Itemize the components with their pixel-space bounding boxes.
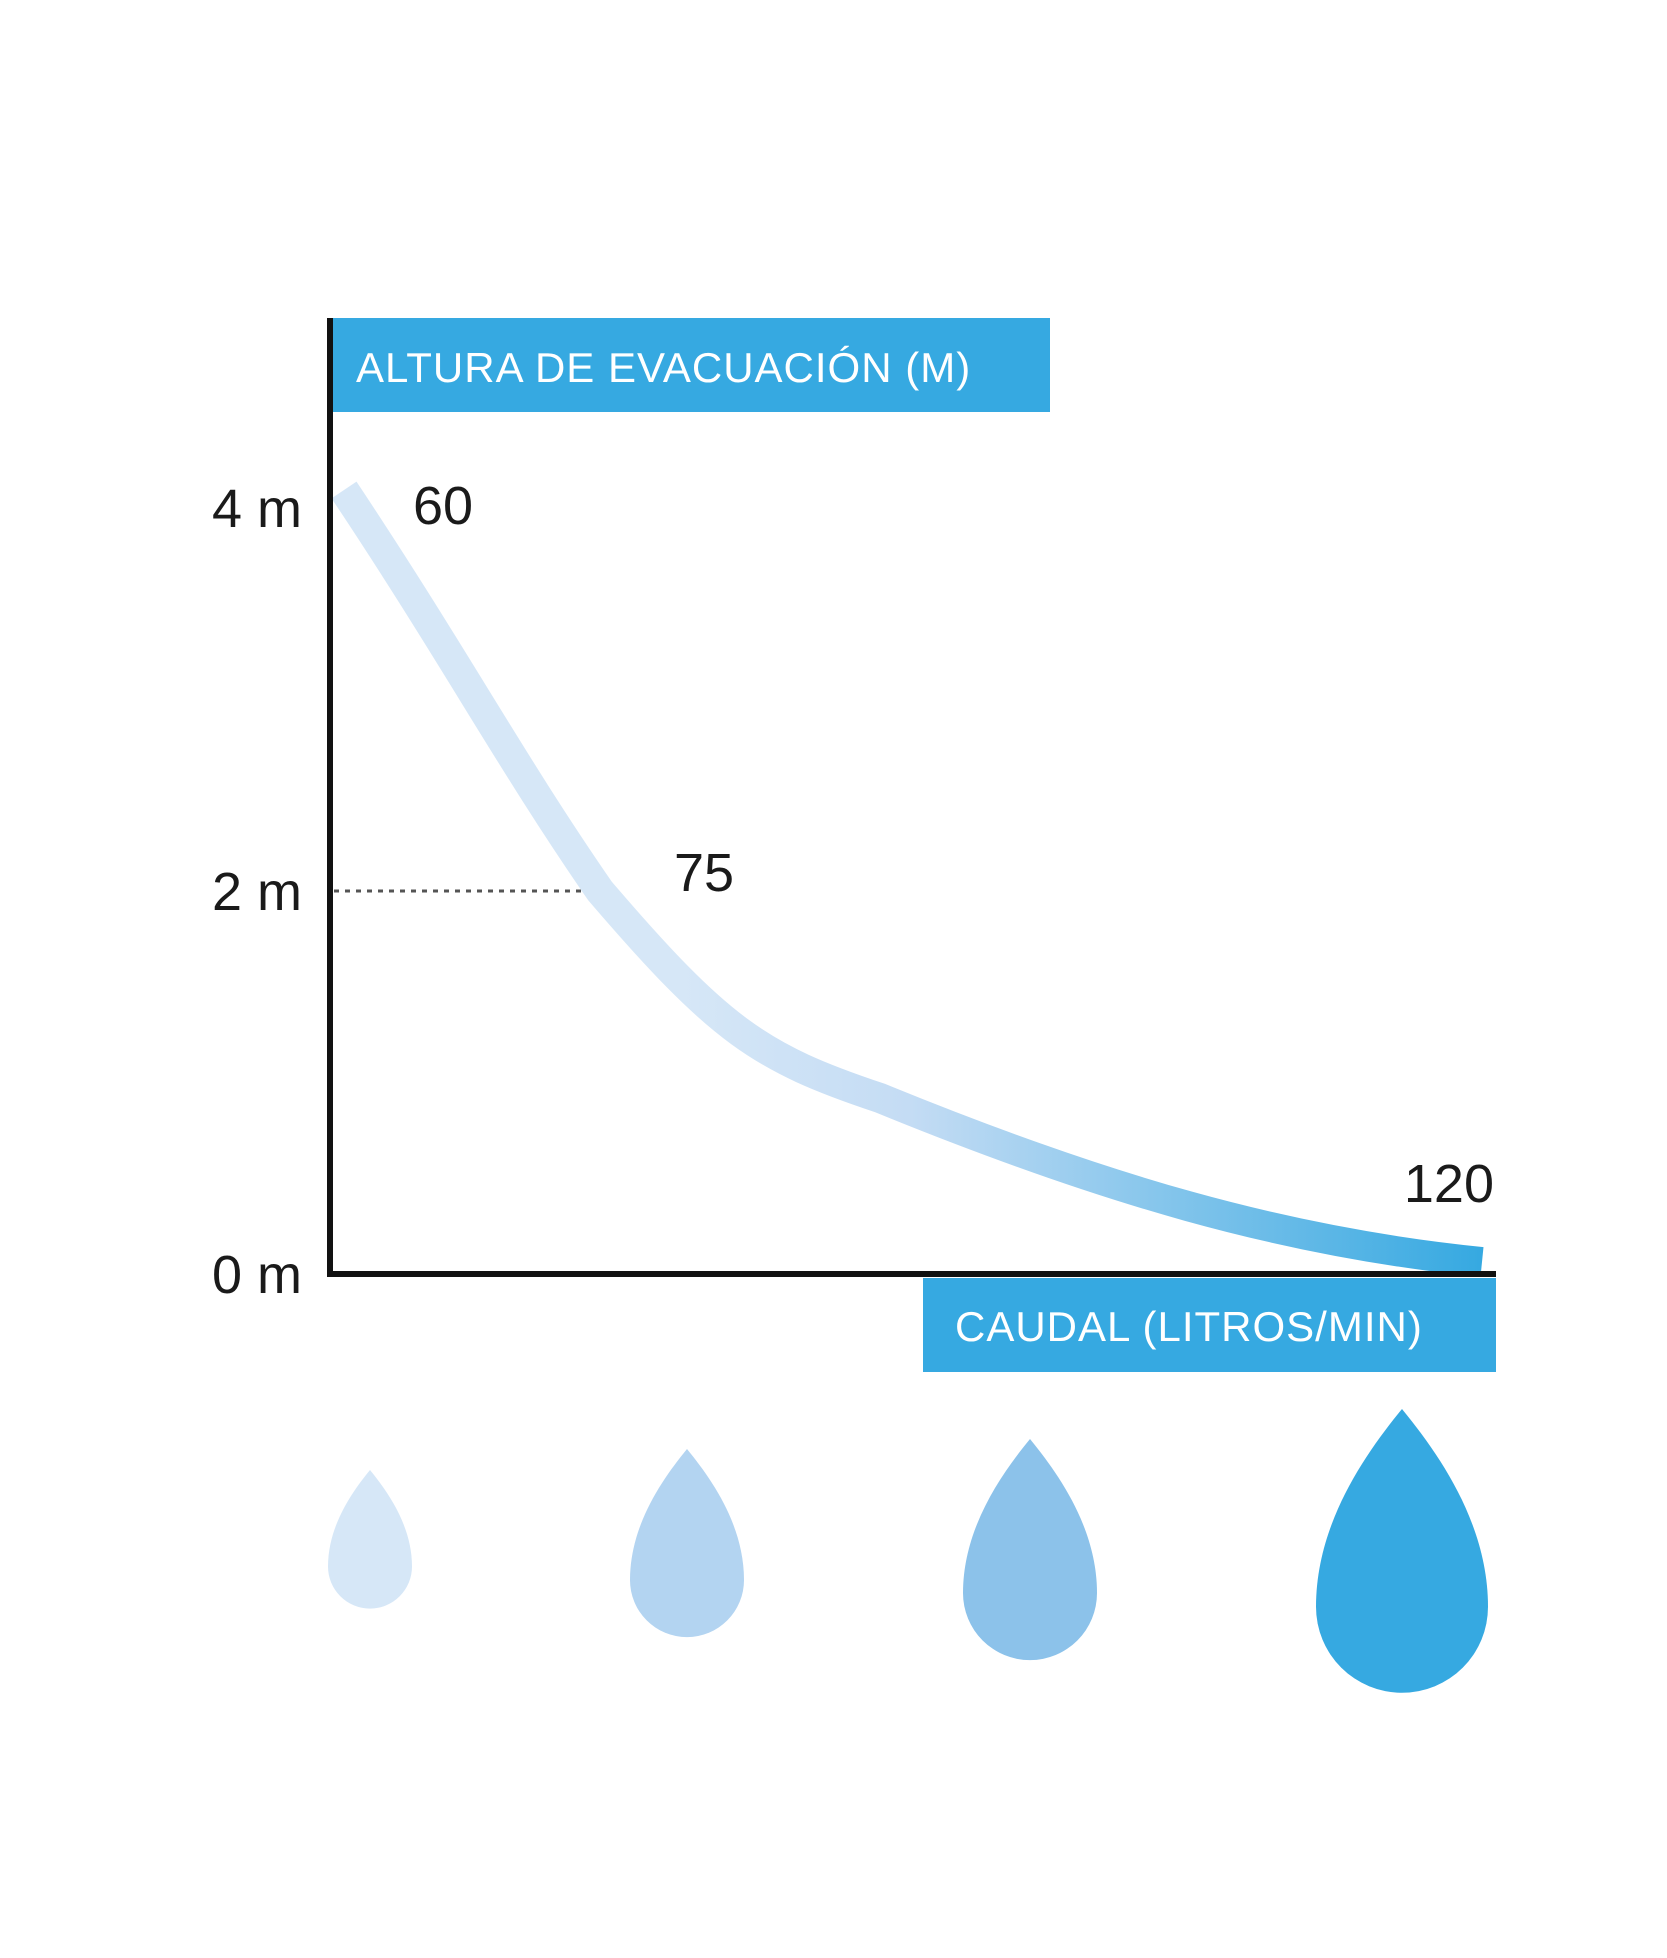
y-axis-title-box: [330, 318, 1050, 412]
flow-height-curve: [331, 481, 1484, 1277]
x-axis-title-box: [923, 1278, 1496, 1372]
y-tick-label: 4 m: [212, 479, 302, 539]
x-axis-title: CAUDAL (LITROS/MIN): [955, 1303, 1423, 1350]
water-drop-medium-icon: [630, 1449, 744, 1638]
y-tick-label: 2 m: [212, 862, 302, 922]
water-drop-xlarge-icon: [1316, 1409, 1488, 1693]
y-axis-title: ALTURA DE EVACUACIÓN (M): [356, 344, 971, 391]
y-tick-label: 0 m: [212, 1245, 302, 1305]
water-drop-small-icon: [328, 1470, 412, 1609]
data-label: 75: [674, 843, 734, 903]
water-drop-large-icon: [963, 1439, 1097, 1661]
data-label: 120: [1404, 1154, 1494, 1214]
data-label: 60: [413, 476, 473, 536]
